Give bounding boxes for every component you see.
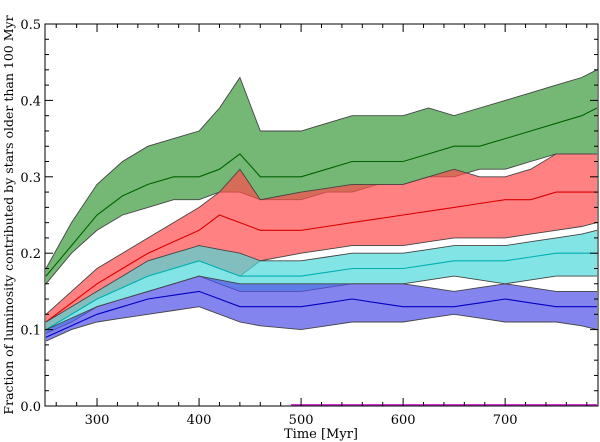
blue-upper-line (45, 275, 597, 331)
y-tick-label: 0.5 (20, 18, 41, 33)
red-upper-line (45, 153, 597, 315)
y-tick-label: 0.2 (20, 247, 41, 262)
green-median-line (45, 107, 598, 277)
x-tick-label: 400 (187, 413, 212, 428)
cyan-upper-line (45, 229, 598, 323)
x-tick-label: 600 (391, 413, 416, 428)
cyan-band (46, 230, 597, 334)
blue-lower-line (45, 306, 598, 342)
x-tick-label: 700 (493, 413, 518, 428)
blue-median-line (45, 290, 597, 338)
y-axis-label: Fraction of luminosity contributed by st… (1, 15, 16, 414)
y-tick-labels: 0.0 0.1 0.2 0.3 0.4 0.5 (20, 18, 41, 415)
red-band (46, 153, 597, 330)
x-tick-labels: 300 400 500 600 700 (85, 413, 518, 428)
green-upper-line (45, 69, 598, 269)
x-axis-label: Time [Myr] (284, 427, 358, 442)
green-band (46, 69, 597, 284)
cyan-median-line (45, 252, 597, 331)
x-tick-label: 500 (289, 413, 314, 428)
y-tick-label: 0.0 (20, 400, 41, 415)
ticks (45, 23, 598, 407)
y-tick-label: 0.4 (20, 94, 41, 109)
bands (45, 69, 598, 406)
red-median-line (45, 191, 597, 323)
y-tick-label: 0.1 (20, 324, 41, 339)
x-tick-label: 300 (85, 413, 110, 428)
y-tick-label: 0.3 (20, 171, 41, 186)
blue-band (46, 276, 597, 342)
